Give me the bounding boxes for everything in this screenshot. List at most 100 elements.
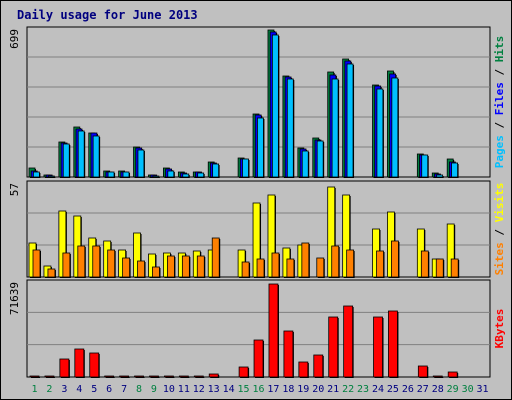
x-tick-label: 3 <box>61 384 67 395</box>
kbytes-bar <box>104 375 115 378</box>
x-tick-label: 8 <box>136 384 142 395</box>
x-tick-label: 12 <box>193 384 205 395</box>
sites-bar <box>107 249 116 278</box>
legend-sites: Sites <box>493 242 506 275</box>
pages-bar <box>77 130 85 178</box>
pages-bar <box>421 154 429 178</box>
legend-pages: Pages <box>493 135 506 168</box>
kbytes-bar <box>44 375 55 378</box>
x-tick-label: 11 <box>178 384 190 395</box>
kbytes-bar <box>89 352 100 378</box>
pages-bar <box>451 162 458 178</box>
kbytes-bar <box>164 375 174 378</box>
kbytes-bar <box>253 339 264 378</box>
pages-bar <box>331 78 339 178</box>
x-tick-label: 4 <box>76 384 82 395</box>
kbytes-bar-shadow <box>31 377 40 378</box>
sites-bar <box>256 258 265 278</box>
sites-bar <box>391 240 399 278</box>
x-tick-label: 25 <box>387 384 399 395</box>
visits-bar <box>133 232 141 278</box>
visits-bar <box>446 223 455 278</box>
sites-bar <box>286 258 295 278</box>
visits-bar <box>342 194 351 278</box>
x-tick-label: 13 <box>208 384 220 395</box>
kbytes-bar <box>149 375 159 378</box>
x-tick-label: 2 <box>46 384 52 395</box>
kbytes-bar <box>119 375 130 378</box>
kbytes-bar <box>59 358 70 378</box>
sites-bar <box>122 257 131 278</box>
kbytes-bar <box>268 283 279 378</box>
sites-bar <box>331 245 340 278</box>
sites-bar <box>241 261 250 278</box>
kbytes-bar <box>313 354 324 378</box>
visits-bar <box>252 202 261 278</box>
sites-bar <box>316 257 325 278</box>
kbytes-bar <box>238 366 249 378</box>
x-tick-label: 19 <box>297 384 309 395</box>
kbytes-bar <box>432 375 443 378</box>
sites-bar <box>420 250 429 278</box>
y-max-label: 71639 <box>8 282 21 315</box>
legend-sep: / <box>493 62 506 82</box>
pages-bar <box>376 88 384 178</box>
legend-sep: / <box>493 222 506 242</box>
chart-title: Daily usage for June 2013 <box>17 8 198 22</box>
pages-bar <box>391 77 399 178</box>
sites-bar <box>211 237 220 278</box>
legend-sep: / <box>493 115 506 135</box>
x-tick-label: 6 <box>106 384 112 395</box>
sites-bar <box>152 266 160 278</box>
visits-bar <box>267 194 276 278</box>
sites-bar <box>32 249 41 278</box>
legend-kbytes: KBytes <box>493 309 506 349</box>
pages-bar-shadow <box>49 177 56 178</box>
pages-bar <box>271 34 279 178</box>
sites-bar <box>301 242 310 278</box>
kbytes-bar-shadow <box>195 377 205 378</box>
x-tick-label: 20 <box>312 384 324 395</box>
pages-bar <box>137 149 145 178</box>
legend-hits: Hits <box>493 36 506 63</box>
sites-bar <box>271 252 280 278</box>
pages-bar <box>257 117 264 178</box>
x-tick-label: 14 <box>223 384 235 395</box>
pages-bar <box>107 171 115 178</box>
pages-bar <box>197 172 205 178</box>
x-tick-label: 16 <box>252 384 264 395</box>
x-tick-label: 17 <box>267 384 279 395</box>
kbytes-bar <box>388 310 398 378</box>
pages-bar <box>167 170 175 178</box>
legend-files: Files <box>493 82 506 115</box>
pages-bar <box>212 163 220 178</box>
sites-bar <box>137 260 145 278</box>
visits-bar <box>148 253 156 278</box>
pages-bar <box>47 175 55 178</box>
x-tick-label: 23 <box>357 384 369 395</box>
x-tick-label: 24 <box>372 384 384 395</box>
kbytes-bar-shadow <box>45 377 55 378</box>
kbytes-bar <box>417 365 428 378</box>
kbytes-bar-shadow <box>180 377 190 378</box>
x-tick-label: 18 <box>282 384 294 395</box>
x-tick-label: 30 <box>462 384 474 395</box>
sites-bar <box>92 245 101 278</box>
kbytes-bar <box>193 375 204 378</box>
x-tick-label: 15 <box>238 384 250 395</box>
kbytes-bar <box>208 373 219 378</box>
sites-bar <box>196 255 205 278</box>
sites-bar <box>47 268 56 278</box>
x-tick-label: 22 <box>342 384 354 395</box>
kbytes-bar <box>74 348 85 378</box>
x-tick-label: 26 <box>402 384 414 395</box>
legend-panel-3: KBytes <box>493 309 506 349</box>
kbytes-bar-shadow <box>150 377 160 378</box>
kbytes-bar <box>298 361 309 378</box>
pages-bar <box>182 173 190 178</box>
sites-bar <box>376 250 384 278</box>
legend-panel-1: Pages / Files / Hits <box>493 36 506 169</box>
pages-bar <box>346 63 354 178</box>
kbytes-bar <box>29 375 40 378</box>
